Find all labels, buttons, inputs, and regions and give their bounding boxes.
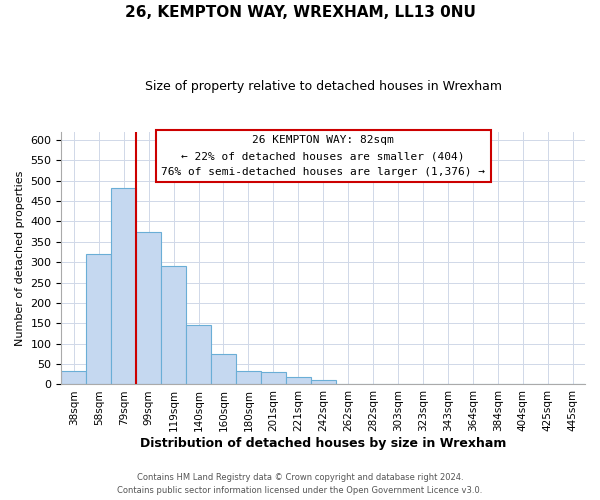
Y-axis label: Number of detached properties: Number of detached properties bbox=[15, 170, 25, 346]
Text: 26, KEMPTON WAY, WREXHAM, LL13 0NU: 26, KEMPTON WAY, WREXHAM, LL13 0NU bbox=[125, 5, 475, 20]
Bar bbox=[136, 232, 161, 384]
Bar bbox=[161, 266, 186, 384]
X-axis label: Distribution of detached houses by size in Wrexham: Distribution of detached houses by size … bbox=[140, 437, 506, 450]
Text: Contains HM Land Registry data © Crown copyright and database right 2024.
Contai: Contains HM Land Registry data © Crown c… bbox=[118, 474, 482, 495]
Text: 26 KEMPTON WAY: 82sqm
← 22% of detached houses are smaller (404)
76% of semi-det: 26 KEMPTON WAY: 82sqm ← 22% of detached … bbox=[161, 136, 485, 176]
Bar bbox=[186, 326, 211, 384]
Bar bbox=[236, 372, 261, 384]
Title: Size of property relative to detached houses in Wrexham: Size of property relative to detached ho… bbox=[145, 80, 502, 93]
Bar bbox=[61, 372, 86, 384]
Bar bbox=[86, 254, 111, 384]
Bar bbox=[211, 354, 236, 384]
Bar bbox=[286, 377, 311, 384]
Bar bbox=[261, 372, 286, 384]
Bar bbox=[111, 188, 136, 384]
Bar bbox=[311, 380, 335, 384]
